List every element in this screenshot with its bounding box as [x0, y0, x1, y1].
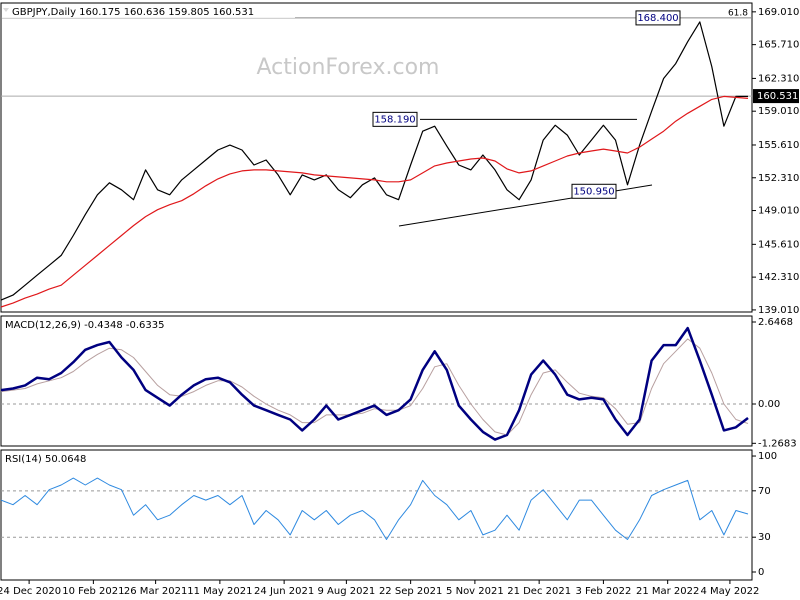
x-tick-label: 11 May 2021 [187, 586, 252, 597]
series-line [0, 95, 749, 308]
x-tick-label: 21 Mar 2022 [636, 586, 699, 597]
y-tick-label: 0 [758, 567, 764, 578]
level-label-box [372, 111, 418, 127]
fib-label: 61.8 [728, 8, 748, 18]
y-tick-label: 100 [758, 451, 777, 462]
level-label: 168.400 [637, 13, 678, 24]
series-line [0, 326, 749, 441]
y-tick-label: 142.310 [758, 272, 799, 283]
x-tick-label: 26 Mar 2021 [124, 586, 187, 597]
panel-title: MACD(12,26,9) -0.4348 -0.6335 [5, 320, 165, 331]
panel-frame [0, 2, 753, 313]
x-tick-label: 24 Dec 2020 [0, 586, 61, 597]
x-tick-label: 22 Sep 2021 [379, 586, 442, 597]
y-tick-label: 149.010 [758, 206, 799, 217]
x-tick-label: 3 Feb 2022 [575, 586, 631, 597]
y-tick-label: 30 [758, 532, 771, 543]
x-tick-label: 5 Nov 2021 [446, 586, 504, 597]
y-tick-label: 152.310 [758, 173, 799, 184]
x-tick-label: 21 Dec 2021 [507, 586, 571, 597]
series-line [0, 338, 749, 436]
series-line [0, 21, 748, 301]
level-label-box [571, 183, 617, 199]
panel-title: GBPJPY,Daily 160.175 160.636 159.805 160… [12, 7, 254, 18]
title-bg [2, 318, 196, 331]
watermark: ActionForex.com [257, 55, 440, 80]
title-bg [2, 5, 295, 18]
panel-title: RSI(14) 50.0648 [5, 454, 86, 465]
level-label-box [635, 10, 681, 26]
y-tick-label: 2.6468 [758, 317, 793, 328]
x-tick-label: 4 May 2022 [700, 586, 759, 597]
y-tick-label: 169.010 [758, 7, 799, 18]
last-price-box [753, 89, 799, 104]
level-label: 158.190 [374, 114, 415, 125]
last-price-label: 160.531 [757, 91, 798, 102]
y-tick-label: 165.710 [758, 40, 799, 51]
y-tick-label: 155.610 [758, 140, 799, 151]
x-tick-label: 10 Feb 2021 [62, 586, 124, 597]
y-tick-label: 162.310 [758, 73, 799, 84]
y-tick-label: 145.610 [758, 239, 799, 250]
x-tick-label: 9 Aug 2021 [318, 586, 376, 597]
y-tick-label: -1.2683 [758, 438, 797, 449]
level-label: 150.950 [573, 186, 614, 197]
series-line [0, 477, 749, 540]
y-tick-label: 139.010 [758, 305, 799, 316]
y-tick-label: 159.010 [758, 106, 799, 117]
title-bg [2, 452, 109, 465]
y-tick-label: 70 [758, 486, 771, 497]
panel-frame [0, 315, 753, 447]
y-tick-label: 0.00 [758, 399, 780, 410]
panel-frame [0, 449, 753, 581]
x-tick-label: 24 Jun 2021 [254, 586, 314, 597]
